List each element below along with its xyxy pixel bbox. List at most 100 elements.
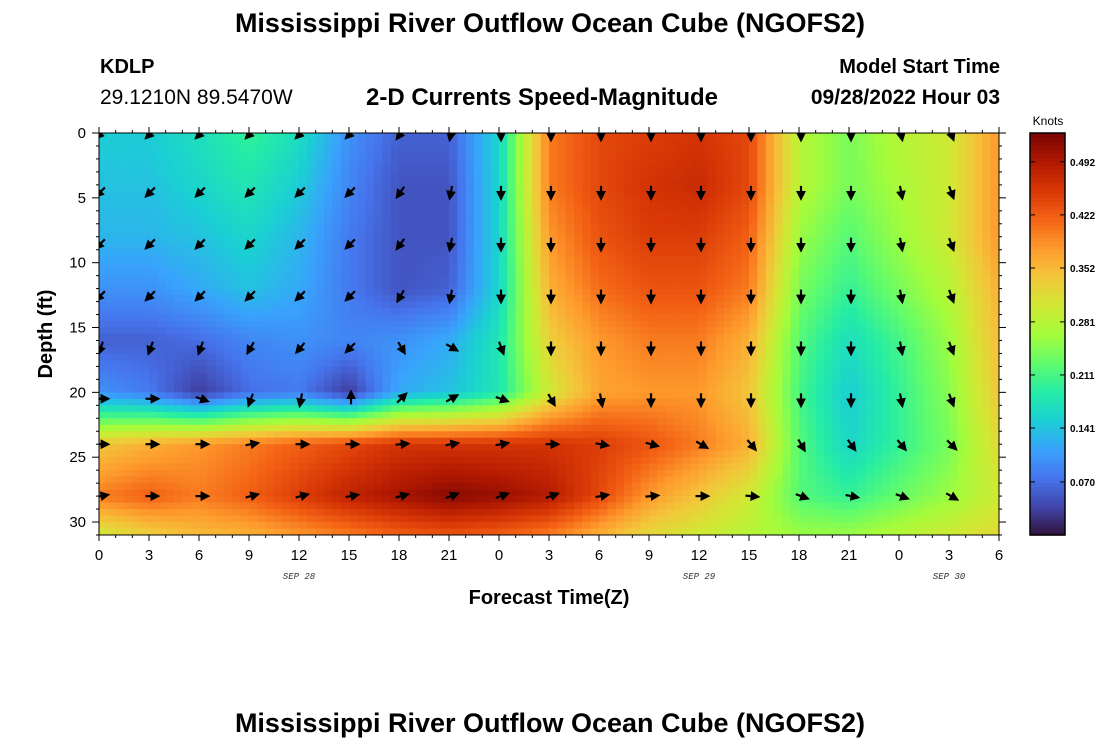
- heatmap-cell: [232, 431, 242, 439]
- heatmap-cell: [282, 366, 292, 374]
- heatmap-cell: [907, 379, 917, 387]
- heatmap-cell: [974, 139, 983, 147]
- heatmap-cell: [407, 308, 417, 316]
- heatmap-cell: [682, 158, 692, 167]
- heatmap-cell: [490, 359, 500, 368]
- heatmap-cell: [740, 418, 750, 426]
- heatmap-cell: [482, 295, 492, 303]
- heatmap-cell: [257, 191, 267, 199]
- heatmap-cell: [557, 184, 567, 192]
- heatmap-cell: [124, 308, 133, 316]
- heatmap-cell: [665, 405, 675, 413]
- heatmap-cell: [424, 321, 433, 329]
- heatmap-cell: [865, 418, 875, 426]
- heatmap-cell: [557, 204, 567, 212]
- heatmap-cell: [240, 165, 250, 173]
- heatmap-cell: [282, 314, 292, 322]
- heatmap-cell: [307, 152, 317, 160]
- heatmap-cell: [465, 288, 475, 296]
- heatmap-cell: [507, 210, 517, 218]
- heatmap-cell: [549, 210, 558, 218]
- heatmap-cell: [982, 262, 992, 270]
- heatmap-cell: [965, 308, 975, 316]
- heatmap-cell: [415, 230, 425, 238]
- heatmap-cell: [240, 321, 250, 329]
- heatmap-cell: [340, 184, 350, 192]
- heatmap-cell: [249, 262, 258, 270]
- heatmap-cell: [599, 424, 608, 432]
- heatmap-cell: [349, 230, 358, 238]
- heatmap-cell: [107, 210, 117, 218]
- heatmap-cell: [607, 392, 617, 400]
- heatmap-cell: [824, 405, 833, 413]
- heatmap-cell: [532, 133, 542, 141]
- heatmap-cell: [315, 372, 325, 380]
- heatmap-cell: [557, 249, 567, 257]
- heatmap-cell: [240, 314, 250, 322]
- heatmap-cell: [657, 178, 667, 186]
- heatmap-cell: [707, 288, 717, 296]
- heatmap-cell: [657, 243, 667, 251]
- heatmap-cell: [674, 139, 683, 147]
- heatmap-cell: [740, 191, 750, 199]
- heatmap-cell: [924, 139, 933, 147]
- heatmap-cell: [465, 282, 475, 290]
- heatmap-cell: [257, 418, 267, 426]
- heatmap-cell: [582, 405, 592, 413]
- heatmap-cell: [357, 379, 367, 387]
- heatmap-cell: [715, 314, 725, 322]
- heatmap-cell: [849, 178, 858, 186]
- heatmap-cell: [474, 379, 483, 387]
- heatmap-cell: [224, 145, 233, 154]
- heatmap-cell: [457, 256, 467, 264]
- heatmap-cell: [665, 346, 675, 355]
- heatmap-cell: [540, 275, 550, 283]
- heatmap-cell: [190, 256, 200, 264]
- heatmap-cell: [124, 392, 133, 400]
- heatmap-cell: [424, 282, 433, 290]
- heatmap-cell: [632, 282, 642, 290]
- heatmap-cell: [515, 152, 525, 160]
- heatmap-cell: [215, 262, 225, 270]
- heatmap-cell: [782, 372, 792, 380]
- heatmap-cell: [707, 424, 717, 432]
- heatmap-cell: [165, 424, 175, 432]
- heatmap-cell: [549, 158, 558, 167]
- heatmap-cell: [332, 204, 342, 212]
- heatmap-cell: [815, 210, 825, 218]
- heatmap-cell: [315, 353, 325, 361]
- heatmap-cell: [549, 359, 558, 368]
- heatmap-cell: [957, 152, 967, 160]
- heatmap-cell: [699, 379, 708, 387]
- heatmap-cell: [282, 385, 292, 393]
- heatmap-cell: [507, 139, 517, 147]
- heatmap-cell: [665, 327, 675, 335]
- heatmap-cell: [682, 353, 692, 361]
- heatmap-cell: [724, 379, 733, 387]
- heatmap-cell: [474, 230, 483, 238]
- heatmap-cell: [740, 243, 750, 251]
- heatmap-cell: [740, 275, 750, 283]
- heatmap-cell: [949, 308, 958, 316]
- heatmap-cell: [224, 353, 233, 361]
- heatmap-cell: [740, 372, 750, 380]
- heatmap-cell: [115, 288, 125, 296]
- heatmap-cell: [782, 295, 792, 303]
- heatmap-cell: [782, 424, 792, 432]
- heatmap-cell: [232, 158, 242, 167]
- heatmap-cell: [632, 418, 642, 426]
- heatmap-cell: [440, 178, 450, 186]
- heatmap-cell: [390, 366, 400, 374]
- heatmap-cell: [782, 301, 792, 309]
- heatmap-cell: [424, 327, 433, 335]
- heatmap-cell: [807, 217, 817, 225]
- heatmap-cell: [440, 236, 450, 244]
- heatmap-cell: [732, 411, 742, 419]
- heatmap-cell: [399, 334, 408, 342]
- heatmap-cell: [265, 385, 275, 393]
- heatmap-cell: [365, 178, 375, 186]
- heatmap-cell: [607, 217, 617, 225]
- heatmap-cell: [607, 223, 617, 231]
- heatmap-cell: [582, 411, 592, 419]
- heatmap-cell: [582, 346, 592, 355]
